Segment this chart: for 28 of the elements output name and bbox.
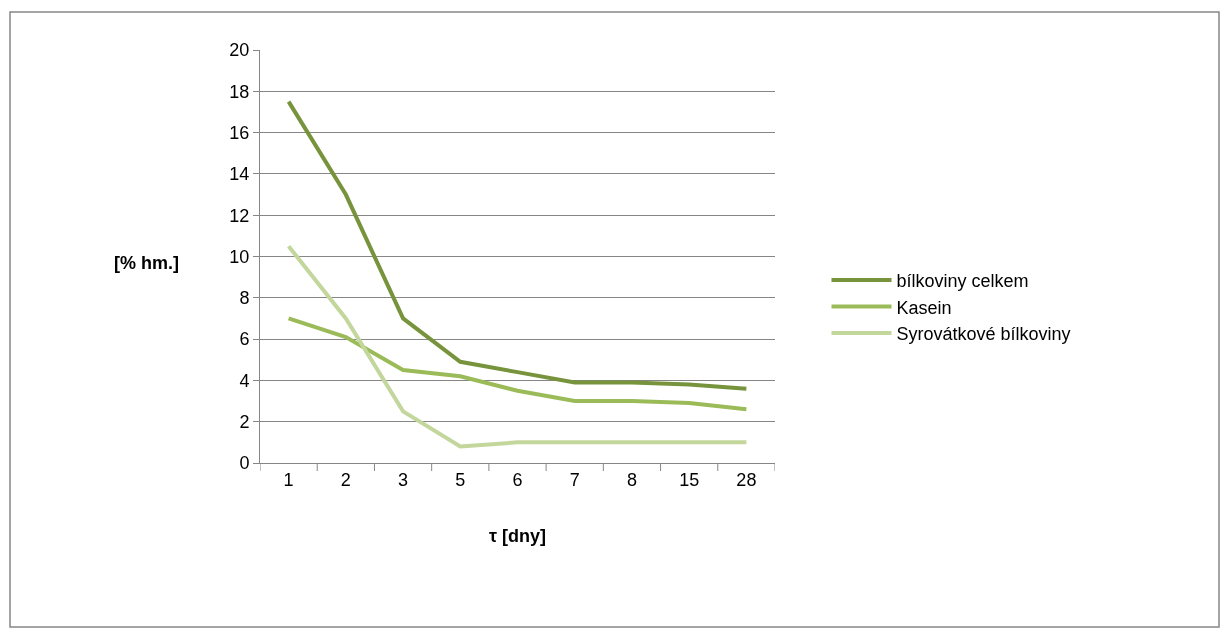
line-series: [286, 316, 749, 412]
x-tick-label: 5: [455, 469, 466, 490]
legend-label: Syrovátkové bílkoviny: [896, 323, 1071, 344]
x-tick-label: 15: [679, 469, 700, 490]
line-series: [286, 99, 749, 391]
line-series: [286, 244, 749, 449]
x-tick-label: 8: [626, 469, 637, 490]
y-tick-label: 10: [229, 246, 250, 267]
y-tick-label: 12: [229, 205, 250, 226]
x-tick-label: 28: [736, 469, 757, 490]
y-axis-title: [% hm.]: [114, 253, 179, 273]
y-tick-label: 2: [239, 412, 250, 432]
legend-label: Kasein: [896, 297, 952, 318]
x-axis-title: τ [dny]: [488, 525, 547, 546]
legend-label: bílkoviny celkem: [896, 271, 1029, 292]
y-tick-label: 20: [229, 40, 250, 61]
y-tick-label: 0: [239, 453, 250, 474]
y-tick-label: 6: [239, 329, 250, 350]
y-tick-label: 14: [229, 164, 250, 185]
x-tick-label: 1: [283, 469, 294, 490]
y-tick-label: 16: [229, 122, 250, 143]
x-tick-label: 7: [569, 469, 580, 490]
y-tick-label: 4: [239, 370, 250, 391]
x-tick-label: 3: [398, 469, 409, 490]
x-tick-label: 2: [340, 469, 351, 490]
y-tick-label: 8: [239, 288, 250, 309]
y-tick-label: 18: [229, 81, 250, 102]
x-tick-label: 6: [512, 469, 523, 490]
